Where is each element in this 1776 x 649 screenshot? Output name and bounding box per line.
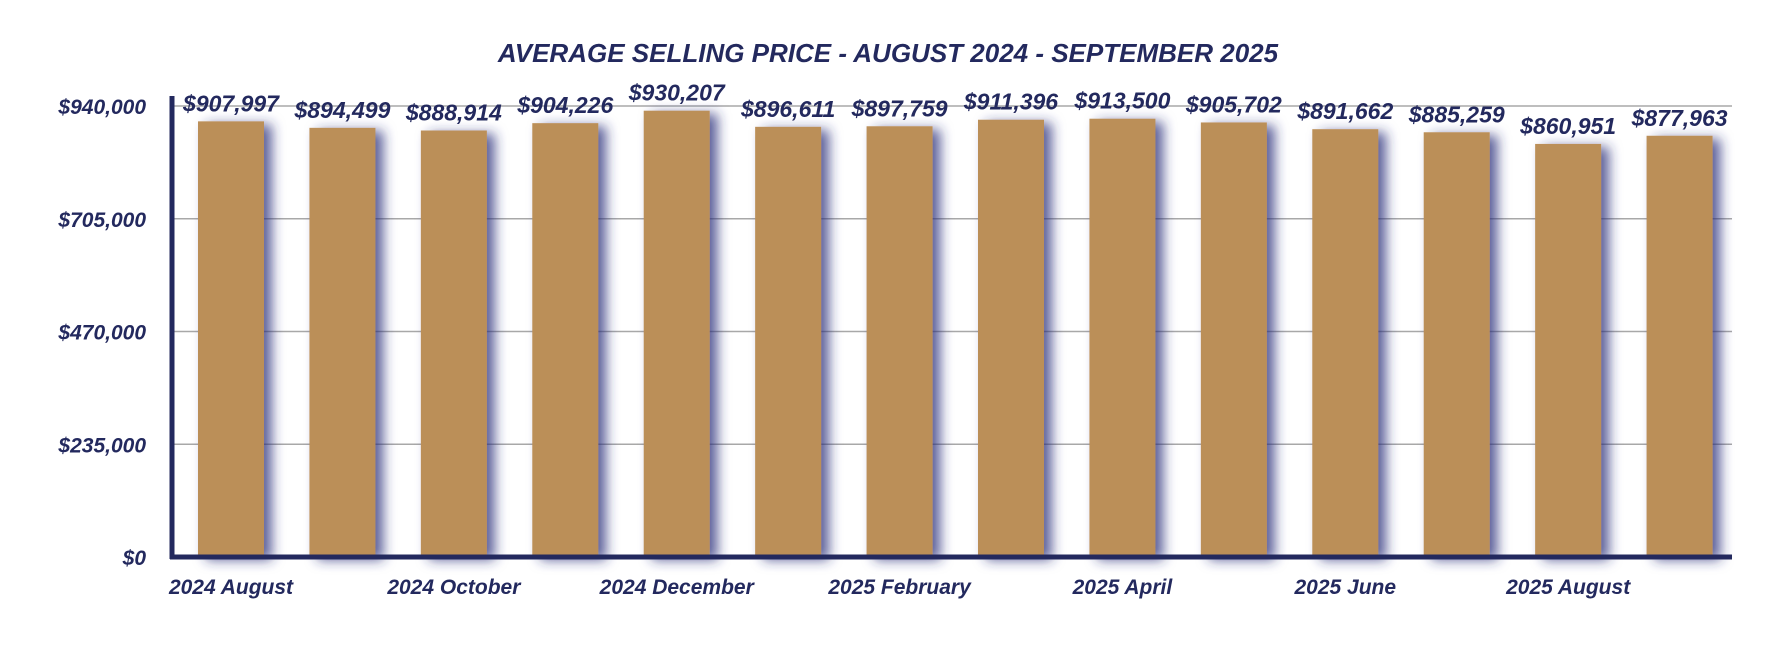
x-tick-label: 2024 August xyxy=(168,576,294,599)
bars xyxy=(198,110,1713,558)
x-tick-label: 2024 December xyxy=(599,576,756,599)
y-tick-label: $470,000 xyxy=(57,322,146,345)
data-label: $911,396 xyxy=(963,89,1058,115)
data-label: $907,997 xyxy=(182,90,280,116)
bar xyxy=(198,121,264,558)
data-label: $888,914 xyxy=(405,100,502,126)
bar xyxy=(1423,132,1490,557)
y-tick-label: $235,000 xyxy=(57,434,146,457)
data-labels: $907,997 $894,499 $888,914 $904,226 $930,207… xyxy=(182,80,1728,139)
data-label: $896,611 xyxy=(740,96,835,122)
bar xyxy=(978,119,1044,558)
bar xyxy=(1535,143,1602,557)
x-tick-label: 2025 April xyxy=(1072,576,1174,599)
data-label: $885,259 xyxy=(1408,101,1505,127)
x-tick-label: 2024 October xyxy=(386,576,522,599)
x-tick-label: 2025 February xyxy=(827,576,972,599)
bar xyxy=(1312,129,1379,557)
bar xyxy=(1646,135,1713,557)
gridlines xyxy=(172,105,1732,445)
y-tick-label: $0 xyxy=(122,547,147,570)
x-axis-tick-labels: 2024 August 2024 October 2024 December 2025… xyxy=(168,576,1631,599)
bar xyxy=(309,127,376,557)
data-label: $894,499 xyxy=(293,97,390,123)
y-axis-tick-labels: $0 $235,000 $470,000 $705,000 $940,000 xyxy=(57,96,146,570)
data-label: $860,951 xyxy=(1519,113,1616,139)
data-label: $877,963 xyxy=(1631,105,1728,131)
data-label: $891,662 xyxy=(1296,98,1393,124)
axes xyxy=(169,96,1732,560)
y-tick-label: $940,000 xyxy=(57,96,146,119)
x-tick-label: 2025 June xyxy=(1293,576,1396,599)
data-label: $930,207 xyxy=(628,80,726,106)
data-label: $905,702 xyxy=(1185,91,1282,117)
y-tick-label: $705,000 xyxy=(57,209,146,232)
bar xyxy=(1200,122,1267,557)
bar xyxy=(643,110,710,558)
bar xyxy=(755,126,822,557)
chart-title: AVERAGE SELLING PRICE - AUGUST 2024 - SE… xyxy=(497,38,1279,68)
x-tick-label: 2025 August xyxy=(1505,576,1631,599)
data-label: $913,500 xyxy=(1073,88,1170,114)
data-label: $904,226 xyxy=(516,92,613,118)
bar xyxy=(420,130,487,557)
bar xyxy=(866,126,933,557)
data-label: $897,759 xyxy=(851,95,948,121)
bar xyxy=(1089,118,1156,558)
bar xyxy=(532,123,599,557)
